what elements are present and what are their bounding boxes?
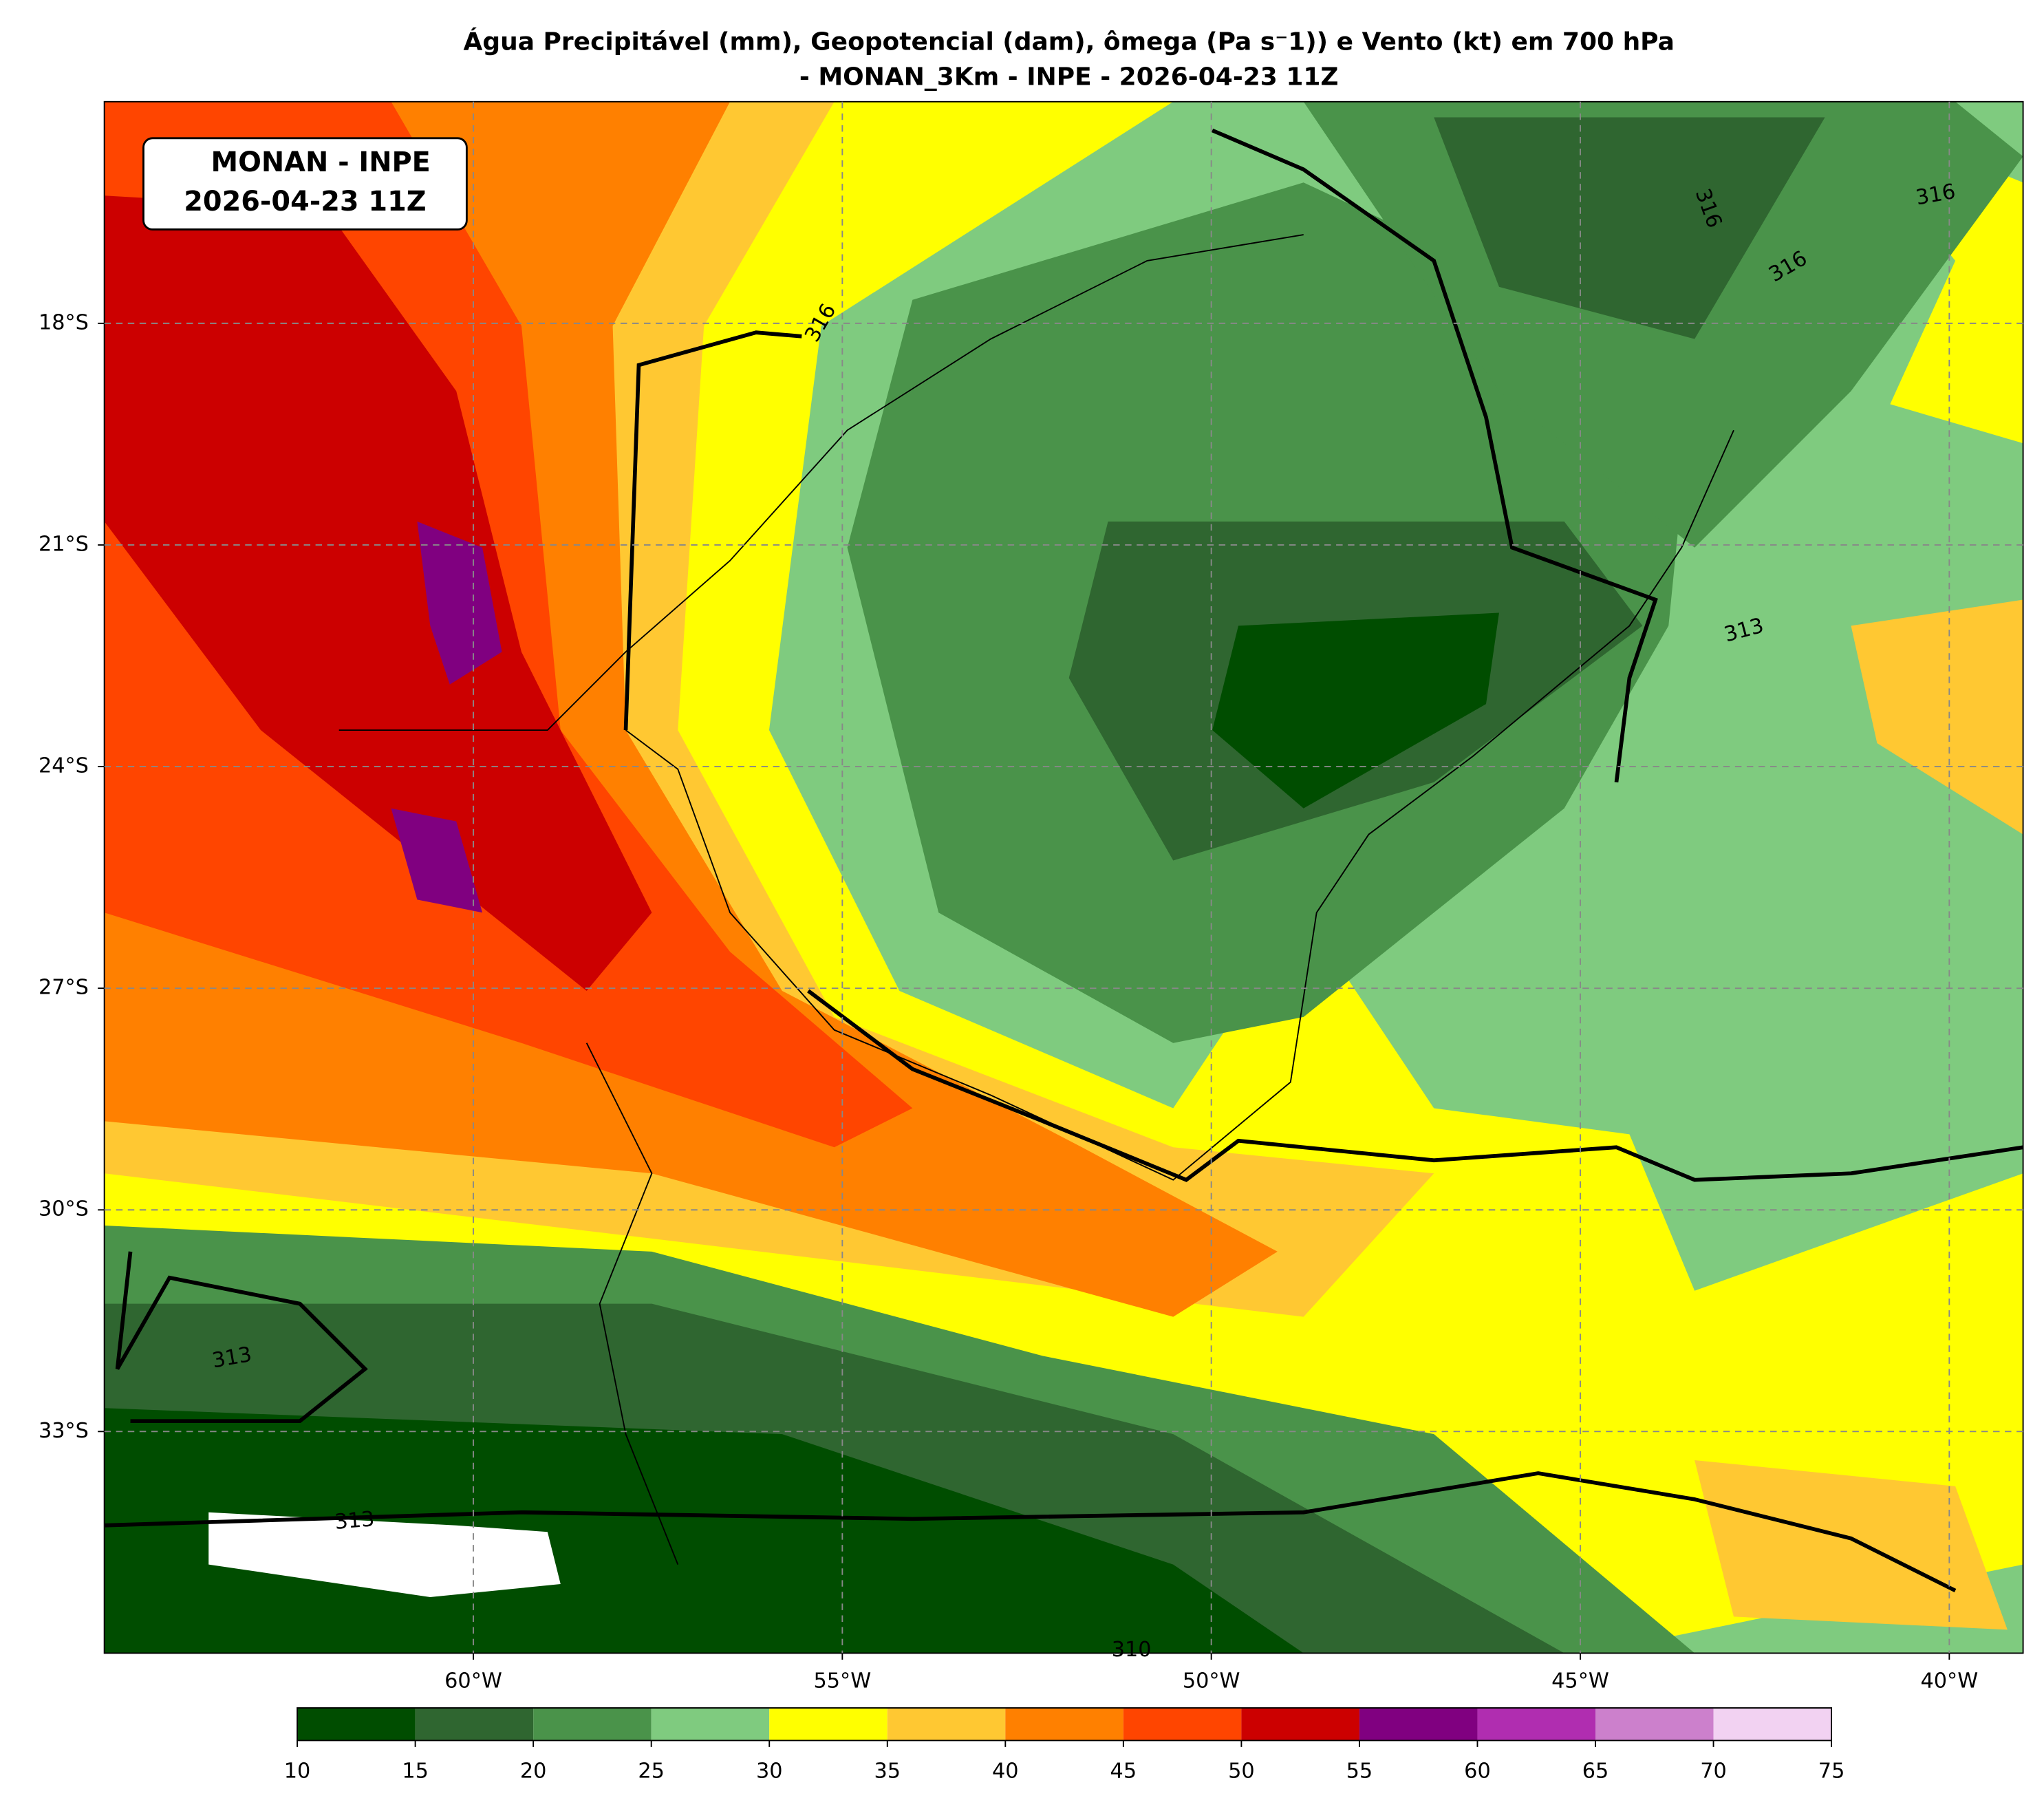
colorbar-tick-label: 40 [992, 1759, 1019, 1783]
colorbar-tick-label: 70 [1700, 1759, 1727, 1783]
label-box-text: MONAN - INPE [211, 147, 431, 178]
colorbar-segment [1595, 1708, 1714, 1741]
y-tick-label: 18°S [39, 310, 89, 334]
title-line: Água Precipitável (mm), Geopotencial (da… [464, 28, 1675, 56]
colorbar-tick-label: 60 [1464, 1759, 1491, 1783]
contour-label: 313 [334, 1507, 376, 1535]
label-box-text: 2026-04-23 11Z [184, 186, 426, 217]
colorbar-segment [1713, 1708, 1832, 1741]
x-tick-label: 40°W [1920, 1669, 1978, 1693]
colorbar-tick-label: 50 [1228, 1759, 1255, 1783]
x-tick-label: 45°W [1551, 1669, 1609, 1693]
y-tick-label: 21°S [39, 532, 89, 556]
map-frame [103, 100, 2024, 1654]
colorbar-tick-label: 35 [874, 1759, 901, 1783]
x-tick-label: 60°W [444, 1669, 502, 1693]
colorbar-segment [297, 1708, 416, 1741]
y-tick-label: 27°S [39, 976, 89, 1000]
y-tick-label: 33°S [39, 1419, 89, 1443]
colorbar-segment [651, 1708, 770, 1741]
colorbar-tick-label: 45 [1110, 1759, 1137, 1783]
colorbar-tick-label: 10 [284, 1759, 311, 1783]
colorbar-segment [1241, 1708, 1359, 1741]
contour-label: 310 [1112, 1638, 1152, 1662]
x-tick-label: 50°W [1183, 1669, 1240, 1693]
colorbar-segment [415, 1708, 534, 1741]
colorbar-segment [1005, 1708, 1123, 1741]
colorbar-tick-label: 75 [1818, 1759, 1845, 1783]
colorbar-segment [1359, 1708, 1478, 1741]
colorbar-tick-label: 15 [402, 1759, 429, 1783]
colorbar-segment [533, 1708, 652, 1741]
colorbar-segment [1477, 1708, 1596, 1741]
label-box [142, 137, 468, 231]
y-tick-label: 24°S [39, 754, 89, 778]
colorbar-frame [297, 1707, 1833, 1742]
x-tick-label: 55°W [813, 1669, 871, 1693]
y-tick-label: 30°S [39, 1197, 89, 1221]
colorbar-tick-label: 30 [756, 1759, 783, 1783]
map-field [104, 101, 2023, 1654]
colorbar-tick-label: 65 [1582, 1759, 1609, 1783]
colorbar-tick-label: 55 [1346, 1759, 1373, 1783]
colorbar-segment [887, 1708, 1006, 1741]
colorbar-tick-label: 20 [520, 1759, 547, 1783]
colorbar-segment [769, 1708, 887, 1741]
colorbar-segment [1123, 1708, 1242, 1741]
title-line: - MONAN_3Km - INPE - 2026-04-23 11Z [799, 63, 1339, 92]
colorbar-tick-label: 25 [638, 1759, 665, 1783]
